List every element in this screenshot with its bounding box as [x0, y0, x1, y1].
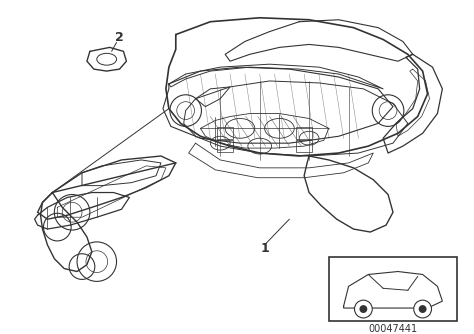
Circle shape — [359, 305, 367, 313]
Bar — [296, 127, 312, 139]
Text: 1: 1 — [260, 242, 269, 255]
Circle shape — [355, 300, 372, 318]
Circle shape — [419, 305, 427, 313]
Text: 00047441: 00047441 — [368, 324, 418, 334]
Bar — [217, 127, 233, 139]
FancyBboxPatch shape — [329, 257, 457, 321]
Circle shape — [414, 300, 431, 318]
Bar — [217, 140, 233, 152]
Bar — [296, 140, 312, 152]
Text: 2: 2 — [115, 31, 124, 44]
